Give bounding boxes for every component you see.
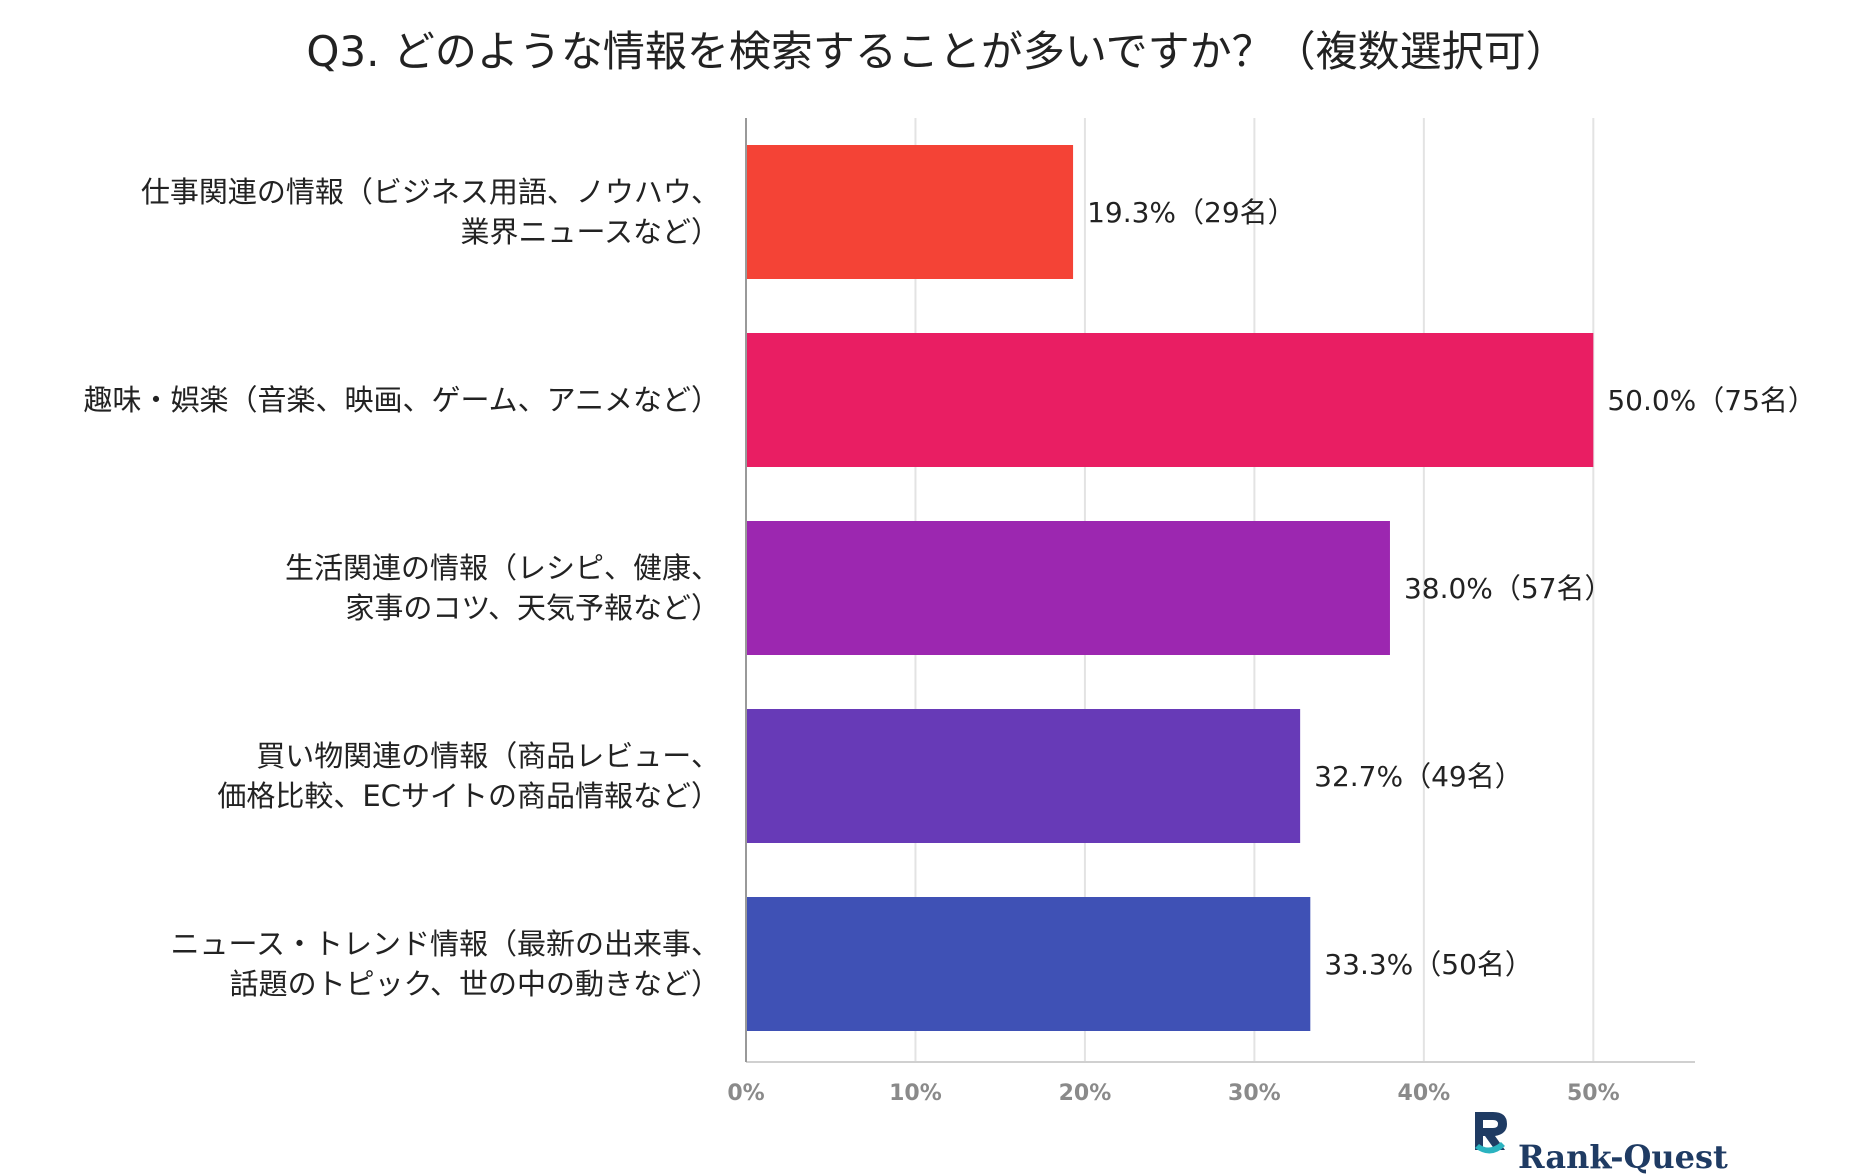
chart-title: Q3. どのような情報を検索することが多いですか？（複数選択可）: [306, 27, 1567, 76]
x-tick-label: 40%: [1398, 1081, 1451, 1106]
category-label: 話題のトピック、世の中の動きなど）: [230, 967, 720, 1001]
x-tick-label: 30%: [1228, 1081, 1281, 1106]
category-label: 買い物関連の情報（商品レビュー、: [256, 739, 720, 773]
category-labels: 仕事関連の情報（ビジネス用語、ノウハウ、業界ニュースなど） 趣味・娯楽（音楽、映画…: [83, 175, 720, 1001]
x-tick-label: 50%: [1567, 1081, 1620, 1106]
bar-value-label: 19.3%（29名）: [1087, 196, 1296, 229]
category-label: 趣味・娯楽（音楽、映画、ゲーム、アニメなど）: [83, 383, 720, 417]
bar: [746, 333, 1594, 467]
category-label: 仕事関連の情報（ビジネス用語、ノウハウ、: [141, 175, 720, 209]
brand-name-part1: Rank-: [1518, 1138, 1623, 1175]
brand-name-part2: Quest: [1623, 1138, 1728, 1175]
category-label: 家事のコツ、天気予報など）: [345, 591, 720, 625]
brand-logo: Rank-Quest: [1475, 1112, 1728, 1175]
category-label: ニュース・トレンド情報（最新の出来事、: [170, 927, 720, 961]
category-label: 価格比較、ECサイトの商品情報など）: [217, 779, 720, 813]
rank-quest-r-icon: [1475, 1112, 1507, 1154]
value-labels: 19.3%（29名） 50.0%（75名） 38.0%（57名） 32.7%（49名）…: [1087, 196, 1816, 981]
bar-value-label: 50.0%（75名）: [1607, 384, 1816, 417]
category-label: 業界ニュースなど）: [460, 215, 720, 249]
bar: [746, 145, 1074, 279]
bar: [746, 709, 1301, 843]
category-label: 生活関連の情報（レシピ、健康、: [285, 551, 720, 585]
bar-value-label: 32.7%（49名）: [1314, 760, 1523, 793]
svg-text:Rank-Quest: Rank-Quest: [1518, 1138, 1728, 1175]
bar-value-label: 33.3%（50名）: [1324, 948, 1533, 981]
bar: [746, 897, 1311, 1031]
bars: [746, 145, 1594, 1031]
x-axis-ticks: 0% 10% 20% 30% 40% 50%: [727, 1081, 1619, 1106]
x-tick-label: 0%: [727, 1081, 764, 1106]
bar-value-label: 38.0%（57名）: [1404, 572, 1613, 605]
x-tick-label: 20%: [1059, 1081, 1112, 1106]
x-tick-label: 10%: [889, 1081, 942, 1106]
bar: [746, 521, 1390, 655]
